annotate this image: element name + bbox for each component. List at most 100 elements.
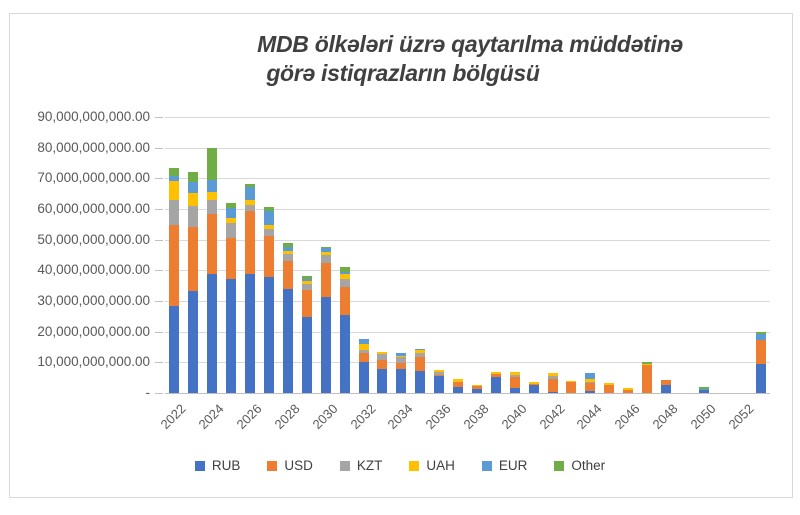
bar-segment-usd [188,227,199,292]
bar-2045 [604,117,615,393]
bar-segment-usd [245,210,256,275]
y-axis-tick-mark [155,393,163,394]
bar-segment-usd [585,382,596,391]
bar-segment-eur [339,272,350,274]
bar-segment-kzt [377,354,388,360]
bar-segment-uah [566,380,577,383]
bar-segment-usd [263,236,274,277]
bar-segment-other [301,275,312,279]
chart-title-line2: görə istiqrazların bölgüsü [266,60,540,86]
bar-2028 [282,117,293,393]
bar-segment-eur [755,334,766,341]
y-axis-tick-mark [155,301,163,302]
bar-segment-other [698,387,709,390]
bar-segment-usd [642,365,653,393]
x-axis-line [165,393,770,394]
bar-segment-other [755,331,766,335]
bar-segment-eur [188,182,199,193]
legend-swatch-other [554,461,565,471]
y-axis-tick-mark [155,147,163,149]
bar-segment-rub [661,385,672,393]
bar-segment-uah [453,378,464,382]
bar-segment-uah [226,217,237,224]
bar-segment-rub [415,370,426,393]
bar-2053 [755,117,766,393]
bar-2034 [396,117,407,393]
bar-segment-eur [358,339,369,344]
bar-segment-other [188,172,199,183]
bar-segment-rub [453,386,464,393]
bar-segment-usd [226,237,237,279]
bar-segment-rub [377,369,388,393]
y-axis-tick-mark [155,239,163,241]
bar-2022 [169,117,180,393]
bar-segment-usd [169,225,180,306]
legend-swatch-kzt [339,461,350,471]
chart-title-line1: MDB ölkələri üzrə qaytarılma müddətinə [257,31,683,57]
bar-segment-rub [528,384,539,393]
bar-segment-uah [528,381,539,384]
y-axis-tick-label: 90,000,000,000.00 [37,109,150,124]
bar-segment-rub [188,291,199,393]
bar-segment-kzt [358,350,369,354]
bar-segment-usd [453,381,464,387]
bar-segment-uah [245,200,256,206]
bar-2023 [188,117,199,393]
bar-segment-uah [547,372,558,376]
y-axis-tick-label: 70,000,000,000.00 [37,170,150,186]
bar-segment-usd [301,289,312,317]
bar-segment-uah [434,370,445,373]
bar-segment-usd [471,386,482,390]
bar-segment-kzt [547,375,558,379]
bar-segment-uah [188,192,199,206]
y-axis-tick-mark [155,270,163,272]
bar-segment-rub [471,389,482,393]
bar-segment-rub [396,368,407,393]
bar-segment-eur [169,176,180,182]
bar-segment-uah [585,378,596,382]
bar-segment-kzt [509,374,520,377]
legend-label: KZT [356,458,383,473]
legend-item-eur: EUR [481,459,527,473]
bar-segment-rub [169,305,180,393]
bar-segment-rub [755,364,766,393]
gridline [165,270,770,272]
legend-item-kzt: KZT [339,458,383,473]
bar-2024 [207,117,218,393]
bar-segment-usd [755,340,766,365]
bar-segment-rub [358,362,369,393]
bar-segment-kzt [207,199,218,214]
y-axis-tick-label: 20,000,000,000.00 [37,323,150,339]
bar-segment-rub [490,376,501,393]
bar-segment-rub [339,315,350,393]
bar-2046 [623,117,634,393]
bar-segment-usd [396,362,407,369]
bar-segment-kzt [339,278,350,288]
bar-segment-uah [604,383,615,386]
legend-swatch-rub [194,461,205,471]
gridline [165,239,770,241]
gridline [165,362,770,364]
legend: RUB USD KZT UAH EUR Other [0,459,800,473]
legend-item-rub: RUB [194,459,240,473]
gridline [165,301,770,302]
bar-segment-usd [566,382,577,393]
gridline [165,209,770,210]
bar-segment-kzt [320,255,331,263]
y-axis-tick-mark [155,331,163,333]
legend-item-usd: USD [267,459,313,473]
bar-2037 [453,117,464,393]
bar-segment-kzt [188,205,199,228]
bar-segment-usd [623,389,634,393]
y-axis-tick-mark [155,362,163,364]
bar-segment-kzt [226,223,237,238]
y-axis-tick-mark [155,178,163,180]
bar-segment-uah [339,273,350,279]
bar-2031 [339,117,350,393]
bar-2049 [680,117,690,393]
bar-segment-kzt [301,284,312,290]
bar-segment-usd [207,213,218,274]
legend-swatch-usd [267,461,278,471]
bar-2041 [528,117,539,393]
legend-swatch-uah [409,461,420,471]
